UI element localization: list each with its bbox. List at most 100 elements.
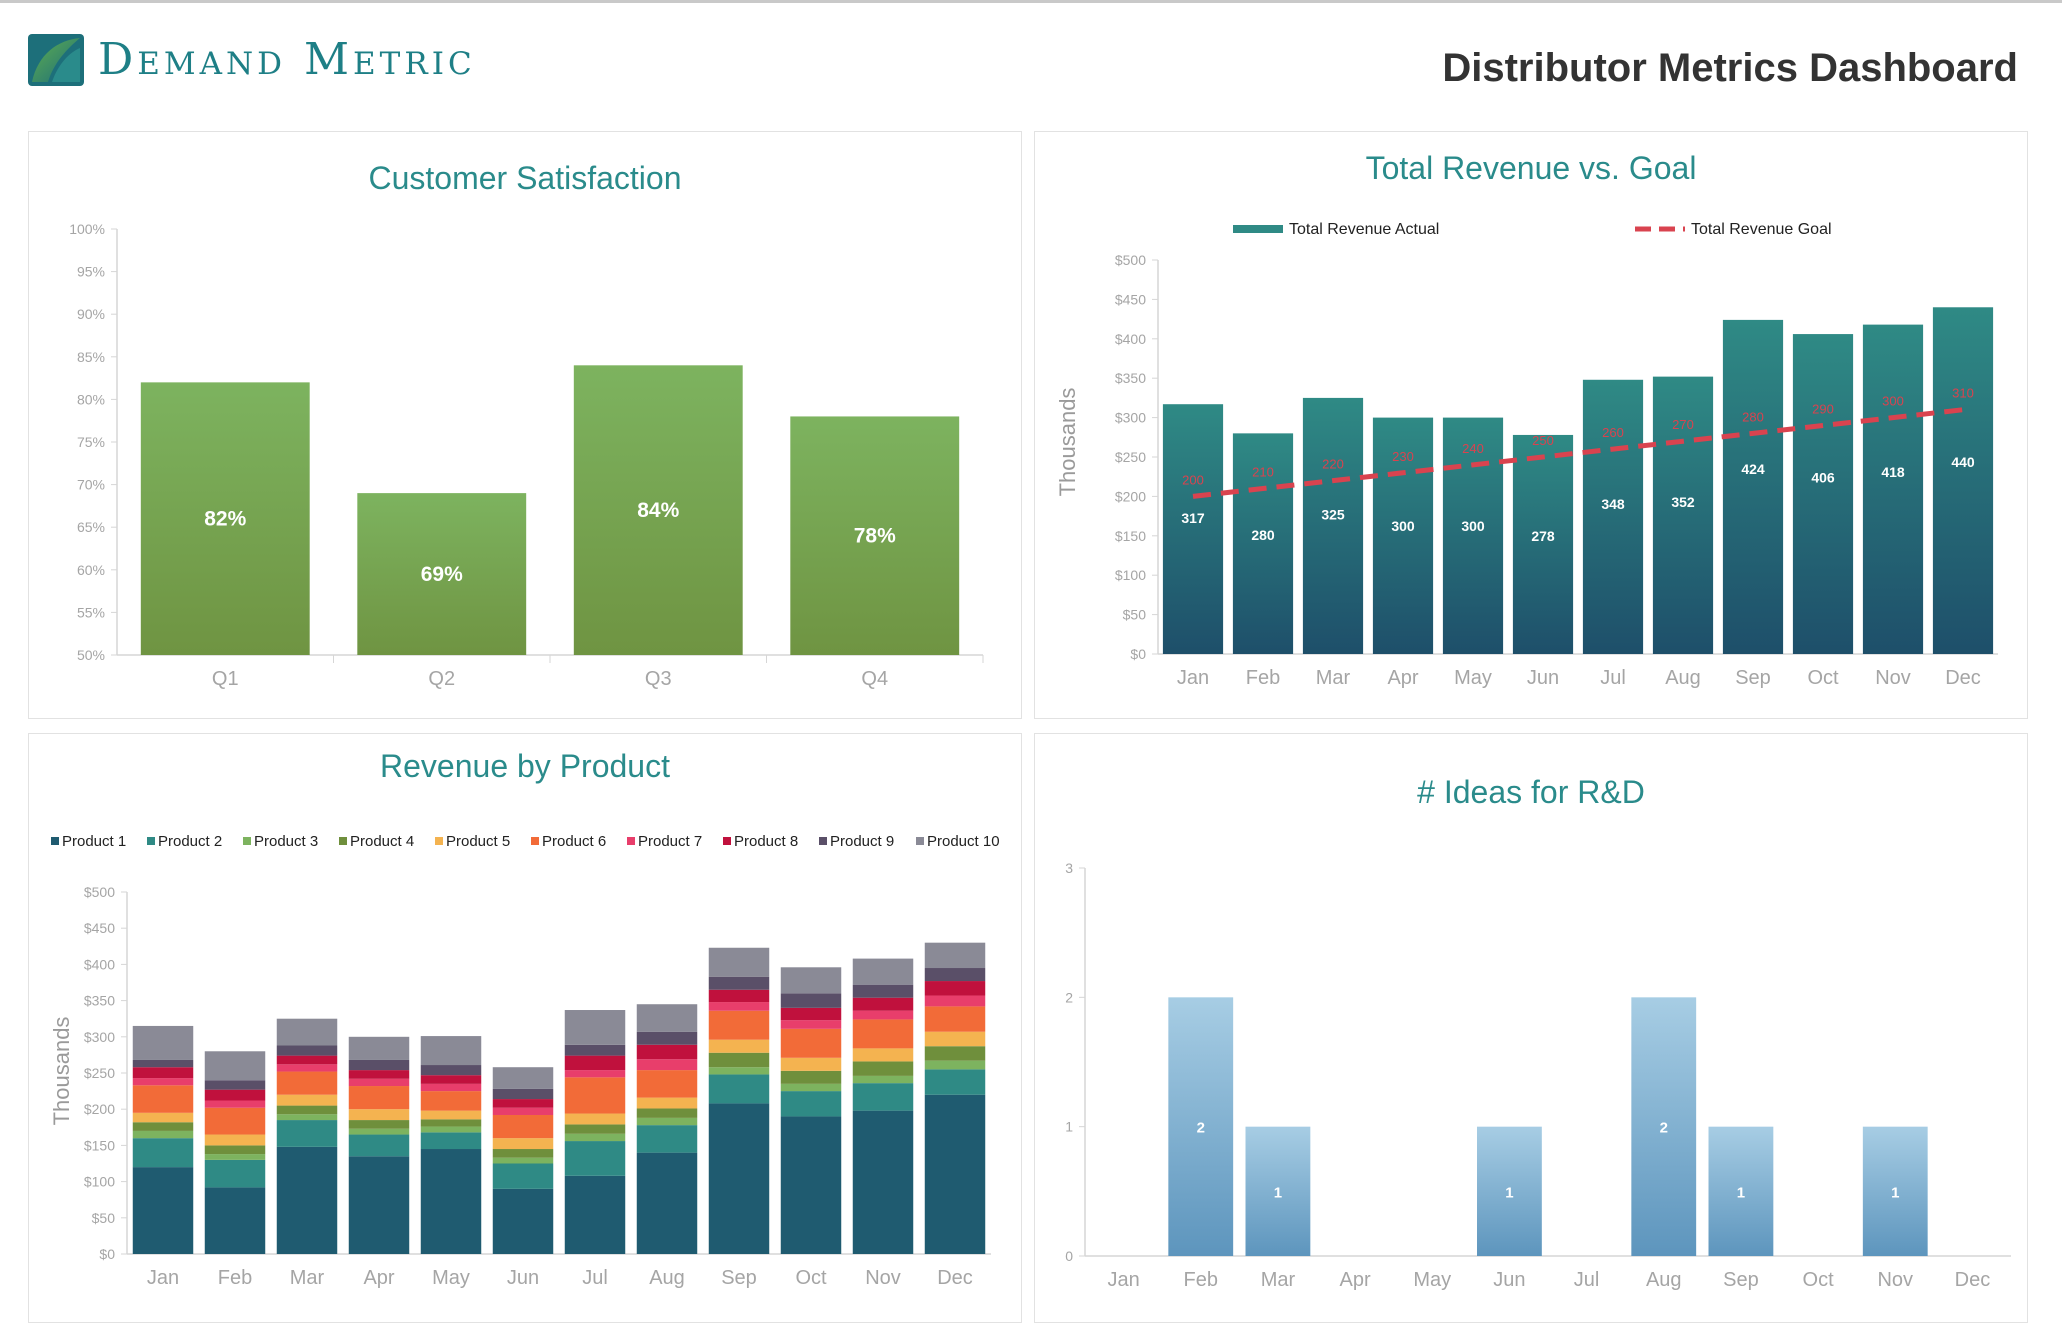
x-tick-label: May (1454, 667, 1492, 689)
y-tick-label: 95% (77, 264, 105, 280)
logo-text: Demand Metric (98, 34, 476, 85)
product-stack-segment (564, 1055, 626, 1071)
product-stack-segment (564, 1070, 626, 1078)
product-stack-segment (132, 1025, 194, 1060)
x-tick-label: May (432, 1267, 470, 1289)
y-tick-label: 0 (1065, 1248, 1073, 1264)
legend-swatch (627, 837, 635, 845)
product-stack-segment (708, 1039, 770, 1053)
product-stack-segment (276, 1114, 338, 1121)
product-stack-segment (852, 1019, 914, 1049)
legend-actual-swatch (1233, 225, 1283, 233)
product-stack-segment (780, 1057, 842, 1071)
product-stack-segment (708, 976, 770, 990)
x-tick-label: Dec (1955, 1269, 1991, 1291)
x-tick-label: Feb (1184, 1269, 1218, 1291)
product-stack-segment (420, 1083, 482, 1092)
product-stack-segment (276, 1045, 338, 1056)
y-tick-label: $250 (1115, 449, 1146, 465)
legend-label: Product 9 (830, 833, 894, 850)
product-stack-segment (348, 1059, 410, 1071)
product-stack-segment (492, 1157, 554, 1164)
ideas-data-label: 2 (1197, 1120, 1205, 1137)
product-stack-segment (132, 1167, 194, 1254)
y-tick-label: $100 (1115, 567, 1146, 583)
ideas-data-label: 1 (1891, 1184, 1899, 1201)
product-stack-segment (924, 968, 986, 982)
legend-actual-label: Total Revenue Actual (1289, 221, 1439, 238)
revenue-actual-bar (1232, 433, 1294, 654)
satisfaction-bar (357, 493, 527, 655)
y-tick-label: $200 (1115, 488, 1146, 504)
ideas-data-label: 1 (1274, 1184, 1282, 1201)
revenue-actual-bar (1932, 307, 1994, 654)
revenue-by-product-panel: Revenue by Product Product 1 Product 2 Pro… (28, 733, 1022, 1323)
revenue-actual-data-label: 317 (1181, 510, 1205, 526)
customer-satisfaction-chart: 50% 55% 60% 65% 70% 75% 80% 85% 90% 95% 100% Q1 Q2 Q3… (69, 221, 984, 690)
y-tick-label: 75% (77, 434, 105, 450)
y-tick-label: 70% (77, 477, 105, 493)
legend-swatch (531, 837, 539, 845)
customer-satisfaction-panel: Customer Satisfaction 50% 55% 60% 65% 70% 75%… (28, 131, 1022, 719)
y-tick-label: 90% (77, 306, 105, 322)
x-tick-label: Oct (795, 1267, 827, 1289)
satisfaction-data-label: 78% (854, 525, 896, 548)
product-stack-segment (852, 1010, 914, 1020)
y-tick-label: 50% (77, 647, 105, 663)
revenue-actual-bar (1722, 319, 1784, 654)
product-stack-segment (708, 1067, 770, 1075)
ideas-rd-panel: # Ideas for R&D 0 1 2 3 Jan Feb Mar Apr May Jun Ju… (1034, 733, 2028, 1323)
product-stack-segment (780, 1007, 842, 1021)
product-stack-segment (204, 1051, 266, 1081)
x-tick-label: Nov (1877, 1269, 1913, 1291)
product-stack-segment (348, 1109, 410, 1121)
product-stack-segment (204, 1100, 266, 1108)
product-stack-segment (852, 1110, 914, 1254)
y-tick-label: 65% (77, 519, 105, 535)
product-stack-segment (636, 1117, 698, 1126)
product-stack-segment (636, 1097, 698, 1109)
dashboard-title: Distributor Metrics Dashboard (1442, 46, 2018, 90)
revenue-goal-data-label: 310 (1952, 386, 1974, 401)
revenue-actual-data-label: 418 (1881, 464, 1905, 480)
x-tick-label: Mar (1261, 1269, 1296, 1291)
revenue-goal-data-label: 220 (1322, 457, 1344, 472)
y-axis-title: Thousands (1055, 388, 1080, 497)
revenue-goal-data-label: 290 (1812, 401, 1834, 416)
x-tick-label: Mar (290, 1267, 325, 1289)
legend-goal-label: Total Revenue Goal (1691, 221, 1832, 238)
x-tick-label: Q2 (428, 668, 455, 690)
product-stack-segment (420, 1036, 482, 1066)
product-stack-segment (780, 993, 842, 1008)
legend-label: Product 6 (542, 833, 606, 850)
product-stack-segment (924, 1060, 986, 1070)
x-tick-label: Apr (363, 1267, 394, 1289)
revenue-goal-data-label: 240 (1462, 441, 1484, 456)
product-stack-segment (420, 1126, 482, 1133)
revenue-actual-bar (1652, 376, 1714, 654)
product-stack-segment (636, 1004, 698, 1032)
revenue-actual-bar (1372, 417, 1434, 654)
y-tick-label: 85% (77, 349, 105, 365)
y-tick-label: $350 (84, 993, 115, 1009)
product-stack-segment (276, 1018, 338, 1046)
product-stack-segment (204, 1089, 266, 1101)
product-stack-segment (708, 1002, 770, 1011)
revenue-actual-bar (1442, 417, 1504, 654)
product-stack-segment (924, 1069, 986, 1095)
product-stack-segment (708, 1052, 770, 1068)
product-stack-segment (348, 1036, 410, 1060)
product-stack-segment (276, 1105, 338, 1115)
revenue-actual-bar (1162, 404, 1224, 654)
product-stack-segment (924, 995, 986, 1007)
x-tick-label: Aug (1646, 1269, 1682, 1291)
product-stack-segment (708, 1103, 770, 1254)
product-stack-segment (708, 947, 770, 977)
product-stack-segment (708, 1074, 770, 1104)
y-tick-label: 100% (69, 221, 105, 237)
product-stack-segment (204, 1080, 266, 1090)
product-stack-segment (132, 1130, 194, 1139)
x-tick-label: Sep (1723, 1269, 1759, 1291)
x-tick-label: Jun (507, 1267, 539, 1289)
ideas-data-label: 1 (1505, 1184, 1513, 1201)
